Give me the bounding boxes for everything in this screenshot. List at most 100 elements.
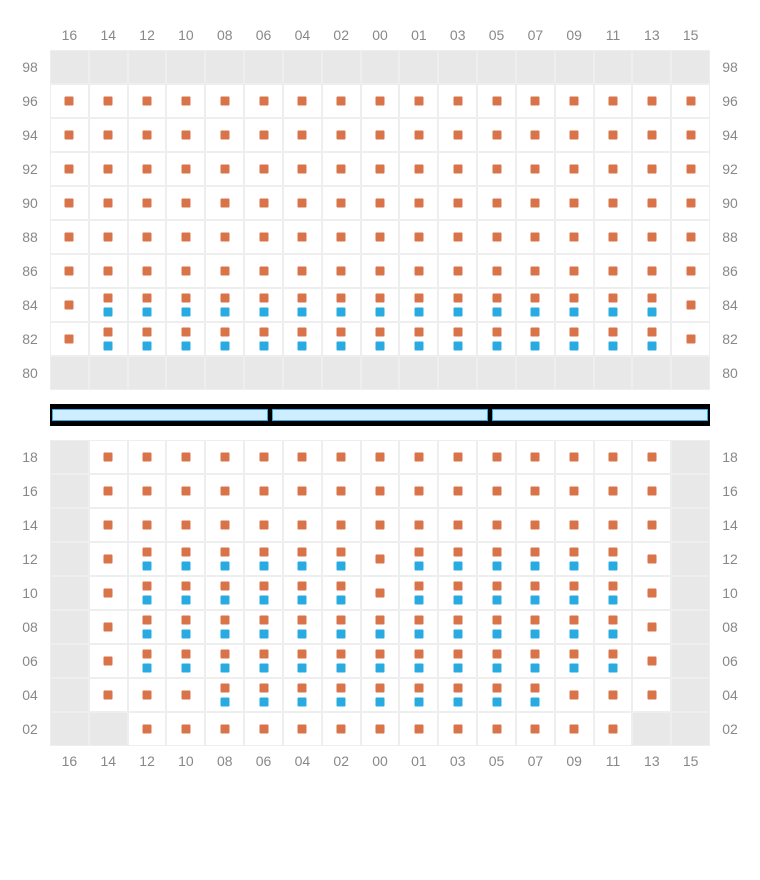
grid-cell[interactable]	[594, 712, 633, 746]
grid-cell[interactable]	[632, 152, 671, 186]
grid-cell[interactable]	[244, 186, 283, 220]
grid-cell[interactable]	[50, 712, 89, 746]
grid-cell[interactable]	[166, 678, 205, 712]
grid-cell[interactable]	[128, 576, 167, 610]
grid-cell[interactable]	[399, 152, 438, 186]
grid-cell[interactable]	[438, 322, 477, 356]
grid-cell[interactable]	[361, 678, 400, 712]
grid-cell[interactable]	[438, 288, 477, 322]
grid-cell[interactable]	[594, 474, 633, 508]
grid-cell[interactable]	[166, 288, 205, 322]
grid-cell[interactable]	[555, 50, 594, 84]
grid-cell[interactable]	[399, 356, 438, 390]
grid-cell[interactable]	[50, 288, 89, 322]
grid-cell[interactable]	[361, 542, 400, 576]
grid-cell[interactable]	[477, 152, 516, 186]
grid-cell[interactable]	[166, 50, 205, 84]
grid-cell[interactable]	[166, 474, 205, 508]
grid-cell[interactable]	[361, 84, 400, 118]
grid-cell[interactable]	[50, 542, 89, 576]
grid-cell[interactable]	[205, 712, 244, 746]
grid-cell[interactable]	[205, 474, 244, 508]
grid-cell[interactable]	[283, 678, 322, 712]
grid-cell[interactable]	[477, 474, 516, 508]
grid-cell[interactable]	[632, 474, 671, 508]
grid-cell[interactable]	[128, 610, 167, 644]
grid-cell[interactable]	[477, 610, 516, 644]
grid-cell[interactable]	[516, 322, 555, 356]
grid-cell[interactable]	[205, 220, 244, 254]
grid-cell[interactable]	[166, 322, 205, 356]
grid-cell[interactable]	[244, 152, 283, 186]
grid-cell[interactable]	[438, 50, 477, 84]
grid-cell[interactable]	[671, 288, 710, 322]
grid-cell[interactable]	[50, 84, 89, 118]
grid-cell[interactable]	[322, 220, 361, 254]
grid-cell[interactable]	[438, 712, 477, 746]
grid-cell[interactable]	[516, 508, 555, 542]
grid-cell[interactable]	[477, 186, 516, 220]
grid-cell[interactable]	[671, 186, 710, 220]
grid-cell[interactable]	[594, 576, 633, 610]
grid-cell[interactable]	[244, 84, 283, 118]
grid-cell[interactable]	[205, 322, 244, 356]
grid-cell[interactable]	[516, 644, 555, 678]
grid-cell[interactable]	[555, 254, 594, 288]
grid-cell[interactable]	[399, 712, 438, 746]
grid-cell[interactable]	[477, 712, 516, 746]
grid-cell[interactable]	[632, 644, 671, 678]
grid-cell[interactable]	[671, 50, 710, 84]
grid-cell[interactable]	[632, 50, 671, 84]
grid-cell[interactable]	[438, 644, 477, 678]
grid-cell[interactable]	[205, 84, 244, 118]
grid-cell[interactable]	[283, 576, 322, 610]
grid-cell[interactable]	[89, 288, 128, 322]
grid-cell[interactable]	[399, 610, 438, 644]
grid-cell[interactable]	[89, 118, 128, 152]
grid-cell[interactable]	[594, 254, 633, 288]
grid-cell[interactable]	[671, 712, 710, 746]
grid-cell[interactable]	[671, 576, 710, 610]
grid-cell[interactable]	[322, 440, 361, 474]
grid-cell[interactable]	[244, 220, 283, 254]
grid-cell[interactable]	[50, 474, 89, 508]
grid-cell[interactable]	[128, 84, 167, 118]
grid-cell[interactable]	[89, 254, 128, 288]
grid-cell[interactable]	[166, 152, 205, 186]
grid-cell[interactable]	[477, 678, 516, 712]
grid-cell[interactable]	[89, 84, 128, 118]
grid-cell[interactable]	[244, 542, 283, 576]
grid-cell[interactable]	[205, 356, 244, 390]
grid-cell[interactable]	[89, 610, 128, 644]
grid-cell[interactable]	[244, 474, 283, 508]
grid-cell[interactable]	[632, 576, 671, 610]
grid-cell[interactable]	[50, 356, 89, 390]
grid-cell[interactable]	[555, 712, 594, 746]
grid-cell[interactable]	[555, 644, 594, 678]
grid-cell[interactable]	[632, 322, 671, 356]
grid-cell[interactable]	[128, 678, 167, 712]
grid-cell[interactable]	[516, 440, 555, 474]
grid-cell[interactable]	[516, 356, 555, 390]
grid-cell[interactable]	[516, 254, 555, 288]
grid-cell[interactable]	[477, 644, 516, 678]
grid-cell[interactable]	[671, 322, 710, 356]
grid-cell[interactable]	[516, 576, 555, 610]
grid-cell[interactable]	[283, 152, 322, 186]
grid-cell[interactable]	[128, 712, 167, 746]
grid-cell[interactable]	[438, 118, 477, 152]
grid-cell[interactable]	[594, 644, 633, 678]
grid-cell[interactable]	[322, 576, 361, 610]
grid-cell[interactable]	[244, 644, 283, 678]
grid-cell[interactable]	[283, 508, 322, 542]
grid-cell[interactable]	[555, 474, 594, 508]
grid-cell[interactable]	[594, 118, 633, 152]
grid-cell[interactable]	[399, 678, 438, 712]
grid-cell[interactable]	[89, 644, 128, 678]
grid-cell[interactable]	[89, 186, 128, 220]
grid-cell[interactable]	[244, 50, 283, 84]
grid-cell[interactable]	[594, 50, 633, 84]
grid-cell[interactable]	[89, 356, 128, 390]
grid-cell[interactable]	[632, 356, 671, 390]
grid-cell[interactable]	[671, 440, 710, 474]
